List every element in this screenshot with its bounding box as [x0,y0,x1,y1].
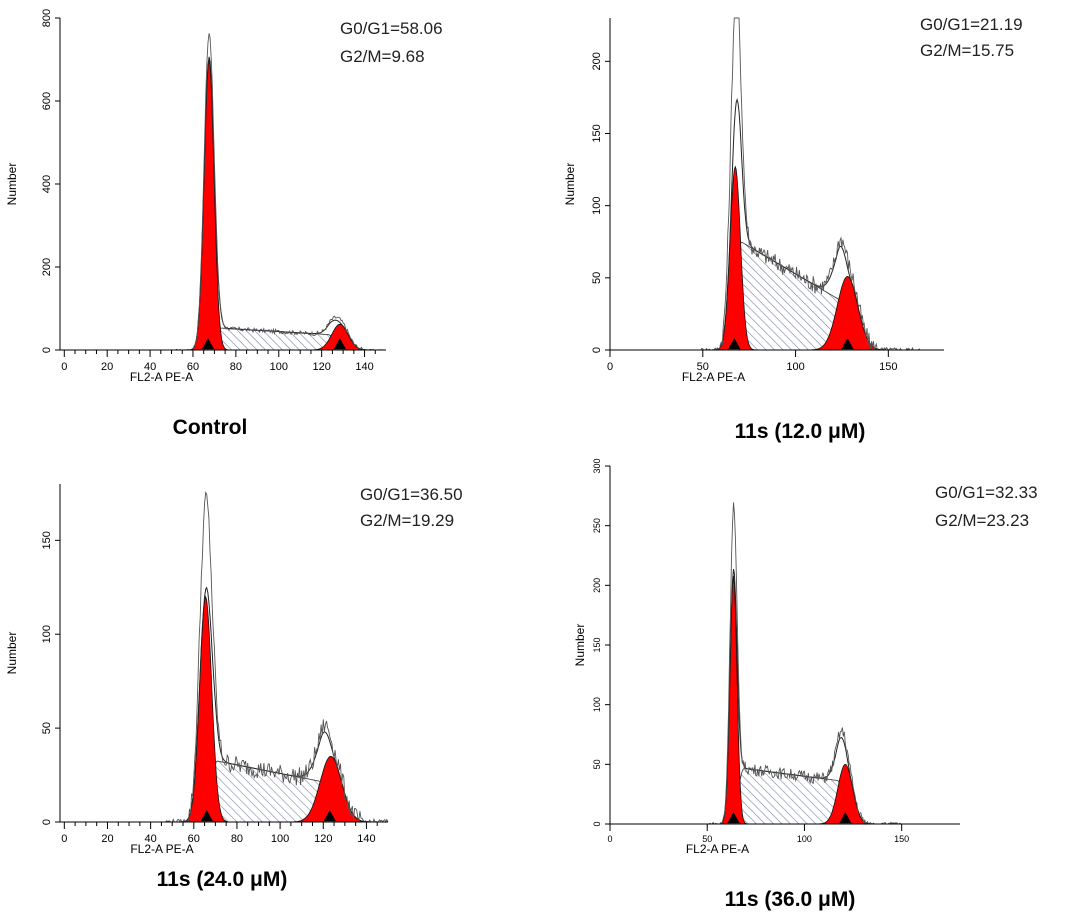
histogram-panel-1: 0 20 40 60 80 100 120 140 0 200 400 600 800 FL2-A PE-… [5,9,443,439]
x-tick-label: 40 [144,361,156,373]
x-axis-title: FL2-A PE-A [686,842,749,856]
y-tick-label: 100 [591,196,603,214]
x-tick-label: 50 [697,361,709,373]
x-tick-label: 0 [607,361,613,373]
y-tick-label: 100 [592,697,602,712]
y-tick-label: 200 [41,258,53,276]
peak-marker-triangle [333,338,346,349]
y-tick-label: 800 [41,9,53,27]
x-tick-label: 20 [101,361,113,373]
y-axis-title: Number [573,624,587,667]
x-tick-label: 120 [312,361,330,373]
x-tick-label: 60 [187,361,199,373]
x-tick-label: 100 [797,834,812,844]
panel-title: 11s (24.0 μM) [157,868,288,891]
y-tick-label: 50 [41,722,53,734]
x-tick-label: 100 [786,361,804,373]
x-axis-title: FL2-A PE-A [130,370,193,384]
peak-marker-triangle [323,810,336,821]
y-axis-title: Number [5,632,19,675]
y-tick-label: 250 [592,518,602,533]
x-tick-label: 60 [188,833,200,845]
x-tick-label: 40 [145,833,157,845]
x-tick-label: 0 [61,361,67,373]
raw-histogram-trace [175,33,386,351]
g0-g1-percentage: G0/G1=21.19 [920,15,1023,34]
panel-title: 11s (36.0 μM) [725,888,856,911]
panel-title: 11s (12.0 μM) [735,420,866,443]
y-tick-label: 0 [41,819,53,825]
x-tick-label: 120 [314,833,332,845]
y-tick-label: 150 [592,637,602,652]
peak-marker-triangle [201,338,214,349]
y-tick-label: 100 [41,625,53,643]
y-tick-label: 200 [592,578,602,593]
x-tick-label: 0 [61,833,67,845]
x-tick-label: 80 [230,361,242,373]
x-tick-label: 20 [101,833,113,845]
g0-g1-percentage: G0/G1=32.33 [935,483,1038,502]
y-axis-title: Number [563,163,577,206]
x-axis-title: FL2-A PE-A [682,370,745,384]
peak-marker-triangle [728,338,741,349]
g2-m-percentage: G2/M=9.68 [340,47,425,66]
peak-marker-triangle [841,338,854,349]
y-tick-label: 600 [41,92,53,110]
panel-title: Control [173,416,248,439]
x-tick-label: 0 [607,834,612,844]
g2-m-percentage: G2/M=23.23 [935,511,1029,530]
raw-histogram-trace [165,491,389,824]
y-tick-label: 50 [592,759,602,769]
y-tick-label: 150 [591,124,603,142]
y-tick-label: 300 [592,458,602,473]
g0-g1-percentage: G0/G1=36.50 [360,485,463,504]
y-tick-label: 0 [41,347,53,353]
x-tick-label: 80 [231,833,243,845]
y-tick-label: 200 [591,52,603,70]
s-phase-area [610,241,944,351]
raw-histogram-trace [700,17,920,352]
y-tick-label: 400 [41,175,53,193]
histogram-panel-4: 0 50 100 150 0 50 100 150 200 250 300 FL2-A PE-A Num… [573,458,1038,911]
x-tick-label: 100 [270,361,288,373]
x-tick-label: 150 [894,834,909,844]
peak-marker-triangle [727,812,740,823]
x-tick-label: 140 [357,833,375,845]
g0-g1-percentage: G0/G1=58.06 [340,19,443,38]
x-tick-label: 150 [879,361,897,373]
g2-m-percentage: G2/M=15.75 [920,41,1014,60]
y-tick-label: 0 [591,347,603,353]
g2-m-percentage: G2/M=19.29 [360,511,454,530]
g0-g1-peak [60,59,386,351]
peak-marker-triangle [839,812,852,823]
x-tick-label: 100 [271,833,289,845]
x-tick-label: 50 [702,834,712,844]
y-tick-label: 150 [41,531,53,549]
x-axis-title: FL2-A PE-A [130,842,193,856]
peak-marker-triangle [200,810,213,821]
y-axis-title: Number [5,163,19,206]
histogram-panel-2: 0 50 100 150 0 50 100 150 200 FL2-A PE-A Number G0/… [563,15,1023,443]
histogram-panel-3: 0 20 40 60 80 100 120 140 0 50 100 150 FL2-A PE-A Num… [5,484,463,891]
x-tick-label: 140 [355,361,373,373]
y-tick-label: 0 [592,821,602,826]
y-tick-label: 50 [591,272,603,284]
